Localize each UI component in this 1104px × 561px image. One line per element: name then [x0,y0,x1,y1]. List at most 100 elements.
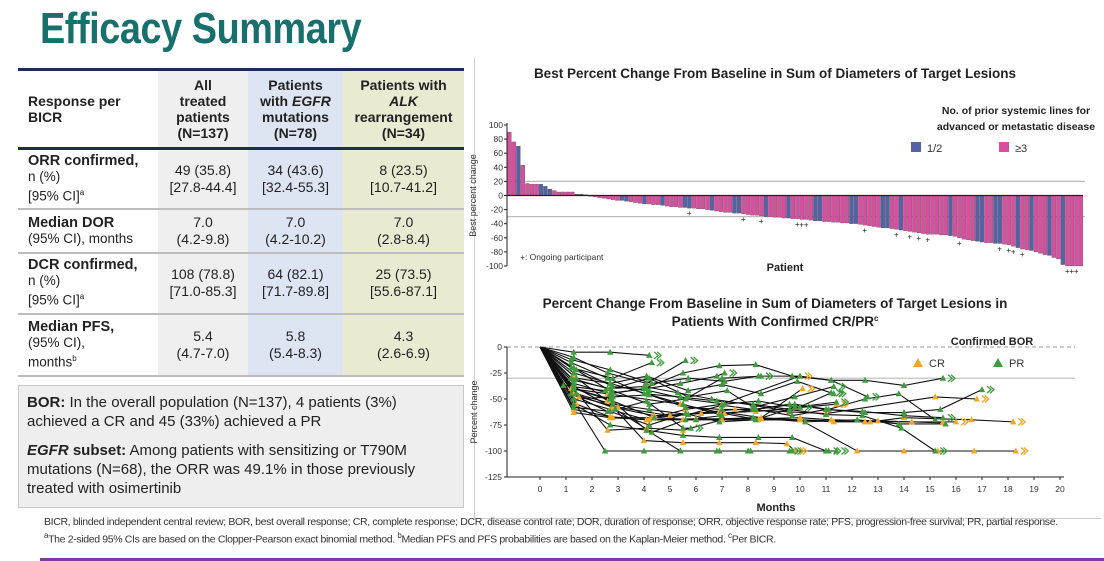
cell-ci: [10.7-41.2] [370,178,437,195]
waterfall-bar [948,195,953,236]
ongoing-arrow-icon [841,382,847,391]
row-label-text: (95% CI), months [28,230,134,246]
row-label: Median PFS, (95% CI), monthsb [18,314,158,376]
bor-marker [791,393,798,400]
ongoing-arrow-icon [732,369,738,377]
cell-value: 5.4 [193,327,213,344]
y-tick-label: 0 [498,191,503,201]
row-label-bold: ORR confirmed, [28,153,139,169]
legend-title: No. of prior systemic lines for [942,105,1090,117]
bor-marker [786,400,793,407]
waterfall-bar [1020,195,1025,250]
bor-marker [674,389,681,396]
bor-marker [830,383,837,390]
footnote-marker: c [728,531,732,540]
bor-marker [932,393,939,400]
waterfall-bar [844,195,849,224]
waterfall-bar [534,184,539,196]
response-line [539,346,829,452]
bor-marker [1012,447,1019,454]
waterfall-bar [745,195,750,215]
ongoing-arrow-icon [653,351,660,360]
waterfall-bar [907,195,912,232]
x-tick-label: 3 [616,484,621,494]
y-tick-label: 80 [494,134,504,144]
waterfall-bar [1047,195,1052,256]
ongoing-arrow-icon [807,384,813,393]
ongoing-arrow-icon [986,385,992,394]
ongoing-arrow-icon [963,417,969,426]
header-text: mutations [262,109,329,125]
bor-marker [854,447,861,454]
waterfall-bar [1011,195,1016,247]
header-text: Patients with [360,77,447,93]
cell-value: 34 (43.6) [267,161,324,178]
waterfall-bar [646,195,651,205]
bor-marker [570,376,577,383]
waterfall-bar [642,195,647,205]
bor-marker [908,418,915,425]
bor-marker [802,418,809,425]
bor-marker [646,351,653,358]
footnote-text: Median PFS and PFS probabilities are bas… [401,533,729,546]
bor-text: In the overall population (N=137), 4 pat… [27,394,397,430]
x-tick-label: 14 [899,484,909,494]
legend-triangle-icon [913,358,923,367]
waterfall-bar [1078,195,1083,267]
cell-ci: [55.6-87.1] [370,283,437,299]
waterfall-bar [880,195,885,229]
egfr-text: Among patients with sensitizing or T790M… [27,442,416,497]
bor-marker [607,407,614,414]
response-line [539,346,837,452]
bor-marker [716,433,723,440]
waterfall-bar [934,195,939,235]
waterfall-bar [759,195,764,217]
cell-alk: 8 (23.5) [10.7-41.2] [343,148,464,209]
bor-marker [646,405,653,412]
bor-marker [799,385,806,392]
ongoing-arrow-icon [693,356,699,365]
waterfall-bar [916,195,921,233]
legend-triangle-icon [993,358,1003,367]
footnote-abbreviations: BICR, blinded independent central review… [44,516,1058,528]
bor-marker [604,426,611,433]
waterfall-bar [741,195,746,214]
cell-value: 4.3 [393,327,414,344]
bor-marker [570,379,577,386]
bor-marker [864,393,871,400]
cell-alk: 7.0 (2.8-8.4) [343,208,464,253]
y-tick-label: -80 [491,247,504,257]
x-tick-label: 2 [590,484,595,494]
waterfall-bar [1074,195,1079,267]
bor-marker [607,385,614,392]
bor-marker [794,377,801,384]
waterfall-bar [813,195,818,222]
waterfall-bar [853,195,858,224]
waterfall-bar [867,195,872,226]
ongoing-arrow-icon [838,388,845,397]
ongoing-arrow-icon [799,447,805,455]
footnote-marker: b [72,353,77,363]
bor-marker [573,390,580,397]
bor-marker [937,405,944,412]
waterfall-bar [547,189,552,196]
row-label: DCR confirmed, n (%) [95% CI]a [18,253,158,314]
ongoing-marker: + [925,235,930,244]
x-tick-label: 13 [873,484,883,494]
bor-marker [682,410,689,417]
ongoing-marker: + [894,230,899,239]
header-alk: Patients with ALK rearrangement (N=34) [343,69,464,149]
waterfall-bar [970,195,975,241]
header-egfr: Patients with EGFR mutations (N=78) [248,69,343,149]
cell-ci: (4.7-7.0) [176,344,230,361]
header-text: (N=78) [273,125,318,141]
response-line [539,346,944,419]
response-line [539,346,868,398]
cell-alk: 4.3 (2.6-6.9) [343,313,464,376]
ongoing-arrow-icon [807,372,813,381]
waterfall-bar [619,195,624,201]
cell-value: 7.0 [393,213,414,230]
bor-marker [752,439,759,446]
ongoing-arrow-icon [659,358,665,367]
waterfall-bar [727,195,732,213]
